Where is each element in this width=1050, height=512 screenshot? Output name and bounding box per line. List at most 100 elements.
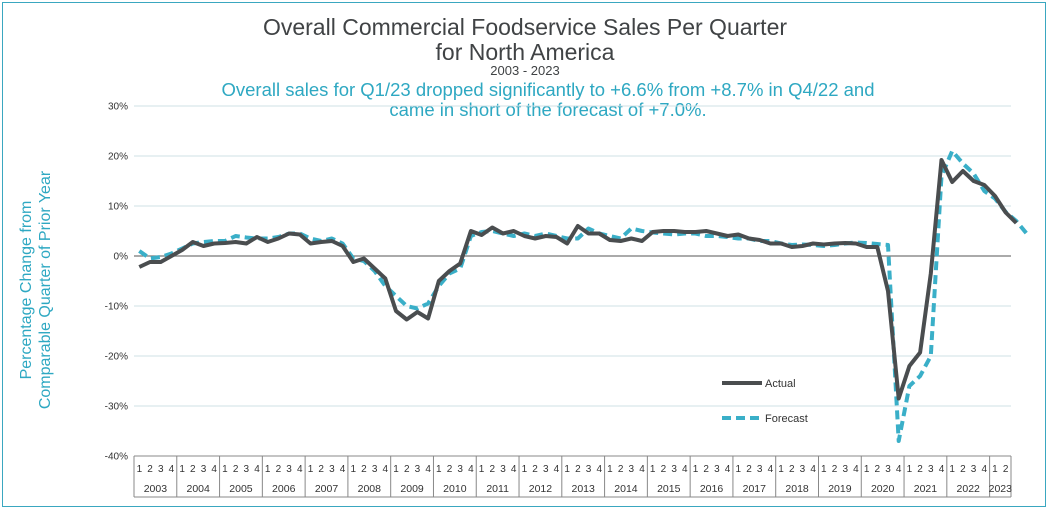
- year-tick-label: 2019: [828, 483, 852, 495]
- quarter-tick-label: 2: [404, 464, 410, 475]
- quarter-tick-label: 1: [992, 464, 998, 475]
- quarter-tick-label: 3: [629, 464, 635, 475]
- quarter-tick-label: 1: [350, 464, 356, 475]
- quarter-tick-label: 3: [286, 464, 292, 475]
- quarter-tick-label: 2: [276, 464, 282, 475]
- quarter-tick-label: 3: [671, 464, 677, 475]
- quarter-tick-label: 2: [746, 464, 752, 475]
- quarter-tick-label: 2: [575, 464, 581, 475]
- quarter-tick-label: 4: [596, 464, 602, 475]
- chart-subtitle-line1: Overall sales for Q1/23 dropped signific…: [221, 79, 875, 100]
- year-tick-label: 2008: [358, 483, 382, 495]
- quarter-tick-label: 1: [479, 464, 485, 475]
- quarter-tick-label: 2: [1003, 464, 1009, 475]
- quarter-tick-label: 1: [137, 464, 143, 475]
- quarter-tick-label: 4: [554, 464, 560, 475]
- year-tick-label: 2009: [400, 483, 424, 495]
- quarter-tick-label: 3: [714, 464, 720, 475]
- quarter-tick-label: 1: [179, 464, 185, 475]
- quarter-tick-label: 2: [917, 464, 923, 475]
- year-tick-label: 2021: [914, 483, 938, 495]
- year-tick-label: 2022: [957, 483, 981, 495]
- quarter-tick-label: 3: [329, 464, 335, 475]
- quarter-tick-label: 2: [447, 464, 453, 475]
- quarter-tick-label: 3: [971, 464, 977, 475]
- quarter-tick-label: 2: [832, 464, 838, 475]
- quarter-tick-label: 2: [233, 464, 239, 475]
- quarter-tick-label: 3: [885, 464, 891, 475]
- chart-subtitle-line2: came in short of the forecast of +7.0%.: [389, 99, 707, 120]
- legend-label-actual: Actual: [765, 378, 796, 390]
- series-line-forecast: [138, 149, 1029, 443]
- quarter-tick-label: 2: [490, 464, 496, 475]
- quarter-tick-label: 3: [543, 464, 549, 475]
- quarter-tick-label: 1: [308, 464, 314, 475]
- quarter-tick-label: 1: [222, 464, 228, 475]
- quarter-tick-label: 3: [415, 464, 421, 475]
- y-tick-label: -30%: [105, 402, 128, 413]
- quarter-tick-label: 1: [907, 464, 913, 475]
- quarter-tick-label: 1: [693, 464, 699, 475]
- year-tick-label: 2020: [871, 483, 895, 495]
- quarter-tick-label: 3: [586, 464, 592, 475]
- legend: Actual Forecast: [722, 378, 808, 425]
- quarter-tick-label: 4: [169, 464, 175, 475]
- y-tick-label: 30%: [108, 102, 128, 113]
- year-tick-label: 2011: [486, 483, 509, 495]
- chart-title-years: 2003 - 2023: [490, 63, 560, 78]
- quarter-tick-label: 2: [361, 464, 367, 475]
- quarter-tick-label: 2: [147, 464, 153, 475]
- quarter-tick-label: 2: [789, 464, 795, 475]
- chart-title-line1: Overall Commercial Foodservice Sales Per…: [262, 14, 788, 40]
- quarter-tick-label: 4: [682, 464, 688, 475]
- year-tick-label: 2014: [614, 483, 638, 495]
- quarter-tick-label: 2: [190, 464, 196, 475]
- quarter-tick-label: 1: [564, 464, 570, 475]
- year-tick-label: 2007: [315, 483, 339, 495]
- quarter-tick-label: 1: [607, 464, 613, 475]
- quarter-tick-label: 1: [522, 464, 528, 475]
- y-tick-label: 10%: [108, 202, 128, 213]
- quarter-tick-label: 4: [425, 464, 431, 475]
- quarter-tick-label: 4: [939, 464, 945, 475]
- quarter-tick-label: 4: [725, 464, 731, 475]
- quarter-tick-label: 1: [650, 464, 656, 475]
- quarter-tick-label: 4: [468, 464, 474, 475]
- quarter-tick-label: 2: [875, 464, 881, 475]
- year-tick-label: 2018: [785, 483, 809, 495]
- quarter-tick-label: 2: [703, 464, 709, 475]
- quarter-tick-label: 1: [393, 464, 399, 475]
- quarter-tick-label: 2: [661, 464, 667, 475]
- quarter-tick-label: 4: [896, 464, 902, 475]
- year-tick-label: 2006: [272, 483, 296, 495]
- quarter-tick-label: 4: [254, 464, 260, 475]
- year-tick-label: 2003: [144, 483, 168, 495]
- year-tick-label: 2017: [743, 483, 767, 495]
- quarter-tick-label: 4: [853, 464, 859, 475]
- year-tick-label: 2023: [989, 483, 1013, 495]
- year-tick-label: 2010: [443, 483, 467, 495]
- quarter-tick-label: 4: [768, 464, 774, 475]
- quarter-tick-label: 3: [800, 464, 806, 475]
- y-tick-label: -20%: [105, 352, 128, 363]
- quarter-tick-label: 1: [265, 464, 271, 475]
- quarter-tick-label: 3: [842, 464, 848, 475]
- series-lines: [138, 149, 1029, 443]
- quarter-tick-label: 3: [928, 464, 934, 475]
- quarter-tick-label: 4: [297, 464, 303, 475]
- quarter-tick-label: 4: [981, 464, 987, 475]
- y-tick-label: 20%: [108, 152, 128, 163]
- y-tick-labels: 30% 20% 10% 0% -10% -20% -30% -40%: [105, 102, 128, 463]
- year-tick-label: 2015: [657, 483, 681, 495]
- chart-title-line2: for North America: [435, 39, 615, 65]
- quarter-tick-label: 4: [383, 464, 389, 475]
- quarter-tick-label: 3: [500, 464, 506, 475]
- quarter-tick-label: 2: [532, 464, 538, 475]
- quarter-tick-label: 2: [618, 464, 624, 475]
- quarter-tick-label: 2: [318, 464, 324, 475]
- quarter-tick-label: 3: [457, 464, 463, 475]
- series-line-actual: [138, 158, 1018, 401]
